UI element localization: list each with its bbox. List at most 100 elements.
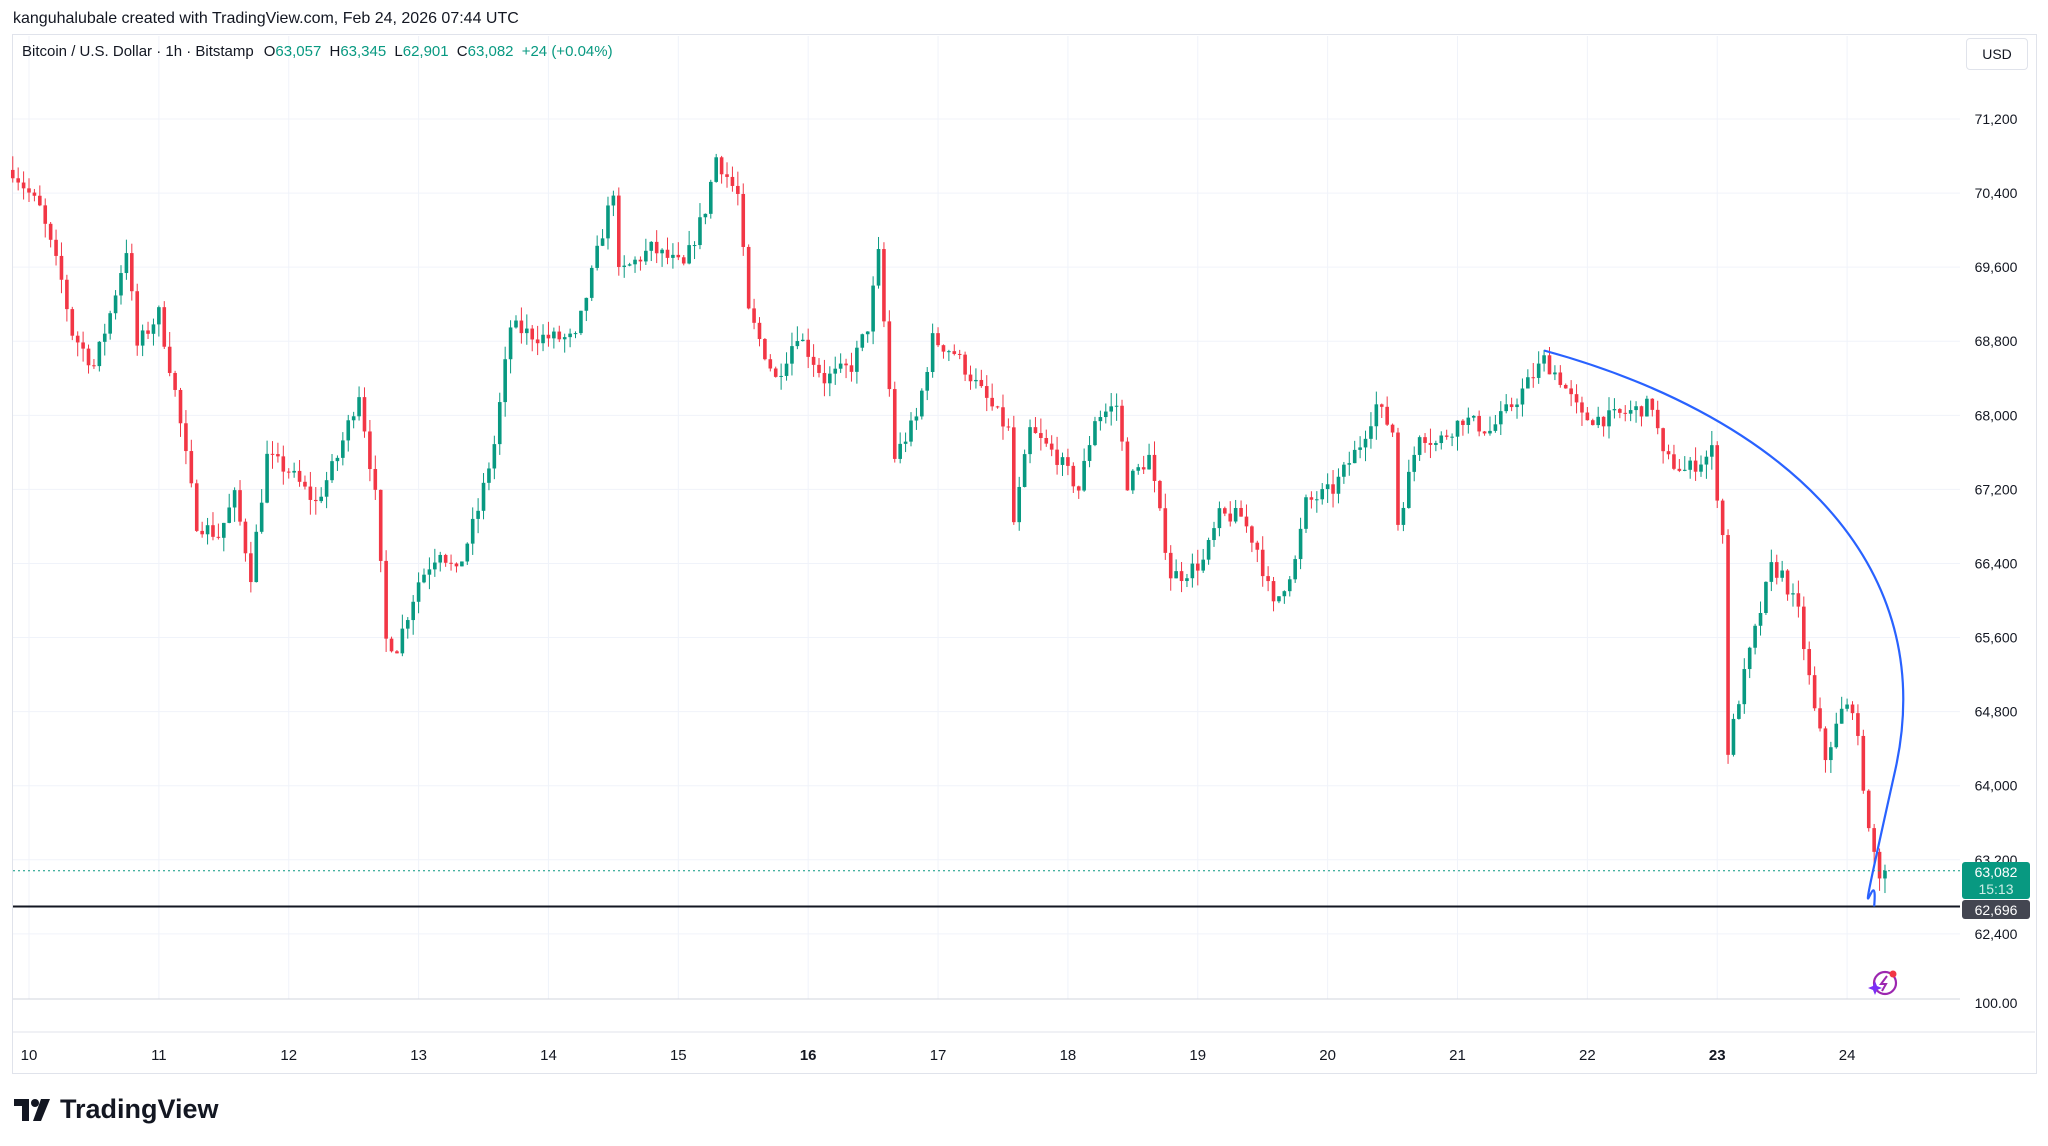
candle-body (1547, 355, 1552, 375)
time-tick-label: 17 (930, 1047, 947, 1064)
candle-body (1688, 460, 1692, 470)
candle (378, 489, 383, 573)
candle (232, 487, 237, 522)
candle-body (876, 249, 881, 286)
candle-body (1515, 404, 1519, 408)
candle-body (1325, 484, 1330, 490)
candle-body (1720, 500, 1725, 536)
candle (1661, 427, 1665, 464)
candle (1331, 470, 1335, 508)
candle-body (1255, 542, 1260, 550)
candle (1347, 451, 1352, 476)
lightning-assistant-icon[interactable] (1868, 970, 1898, 996)
candle (1856, 704, 1860, 746)
candle (324, 471, 329, 509)
candle-body (557, 331, 562, 340)
candle (503, 346, 507, 417)
candle-body (1482, 431, 1487, 434)
candle-body (903, 441, 908, 444)
candle-body (768, 359, 773, 369)
candle (1260, 536, 1265, 587)
candle (790, 332, 794, 376)
candle-body (1850, 704, 1855, 714)
candle (1628, 400, 1633, 422)
candle (1174, 559, 1178, 579)
time-tick-label: 24 (1839, 1047, 1856, 1064)
candle (1839, 696, 1844, 724)
candle (633, 256, 637, 273)
candle (1515, 398, 1519, 419)
candle-body (1022, 454, 1027, 487)
candle-body (757, 322, 762, 340)
candle-body (1839, 708, 1844, 724)
candle (411, 595, 415, 635)
candle-body (963, 354, 967, 375)
tradingview-logo[interactable]: TradingView (14, 1094, 219, 1125)
candle-body (1087, 445, 1092, 461)
candle (1087, 435, 1092, 468)
currency-button[interactable]: USD (1966, 38, 2028, 70)
candle (692, 241, 697, 260)
candle (1304, 494, 1308, 533)
candle (1390, 423, 1395, 438)
candle (1228, 501, 1233, 527)
candle-body (1536, 363, 1541, 378)
candle-body (1434, 443, 1438, 445)
candle-body (1666, 451, 1671, 455)
close-value: 63,082 (467, 43, 514, 60)
symbol-title[interactable]: Bitcoin / U.S. Dollar · 1h · Bitstamp (22, 43, 254, 60)
candle (920, 388, 924, 420)
candle-body (957, 353, 962, 355)
candle (135, 283, 140, 356)
candle-body (703, 213, 708, 218)
candle-body (1385, 406, 1389, 425)
candle (476, 498, 480, 534)
candle-body (979, 379, 984, 387)
candle (1850, 701, 1855, 720)
candle (887, 310, 892, 397)
candle (1082, 448, 1086, 492)
candle-body (303, 481, 307, 487)
candle (530, 325, 535, 352)
candle-body (1488, 430, 1492, 434)
candle (979, 369, 984, 388)
candle (81, 331, 85, 362)
candle (481, 473, 486, 520)
candle-body (1033, 427, 1038, 434)
candle-body (1618, 409, 1622, 413)
candle (525, 314, 529, 345)
candle-body (400, 628, 405, 654)
candle (1434, 440, 1438, 452)
open-label: O (263, 43, 276, 60)
candle-body (232, 490, 237, 508)
drawing-arc-curve[interactable] (1543, 349, 1905, 907)
candle (817, 358, 821, 378)
candle (579, 310, 583, 336)
candle (1596, 406, 1600, 429)
candle (1001, 394, 1005, 440)
price-tick-label: 64,800 (1975, 704, 2018, 720)
candle (1369, 412, 1373, 449)
candle-body (313, 499, 318, 502)
candle (1580, 396, 1584, 426)
candle (1417, 435, 1422, 461)
candle (86, 344, 91, 374)
candle-body (1715, 445, 1720, 501)
candle-body (1201, 559, 1205, 571)
candle (38, 185, 42, 207)
candle (806, 328, 810, 369)
price-axis: 71,200 70,400 69,600 68,800 68,000 67,200 66,4… (1975, 111, 2018, 942)
current-price-value: 63,082 (1975, 864, 2018, 880)
candle-body (671, 254, 675, 258)
candle (124, 239, 129, 280)
candle (1607, 397, 1611, 439)
time-axis: 10 11 12 13 14 15 16 17 18 19 20 21 22 23 24 (21, 1047, 1856, 1064)
candle-body (1066, 457, 1070, 466)
candle-body (1883, 870, 1887, 879)
candle-body (1012, 427, 1016, 523)
candle-body (1093, 421, 1097, 446)
candle (1509, 397, 1514, 412)
candle (140, 324, 145, 357)
candle (714, 153, 718, 183)
